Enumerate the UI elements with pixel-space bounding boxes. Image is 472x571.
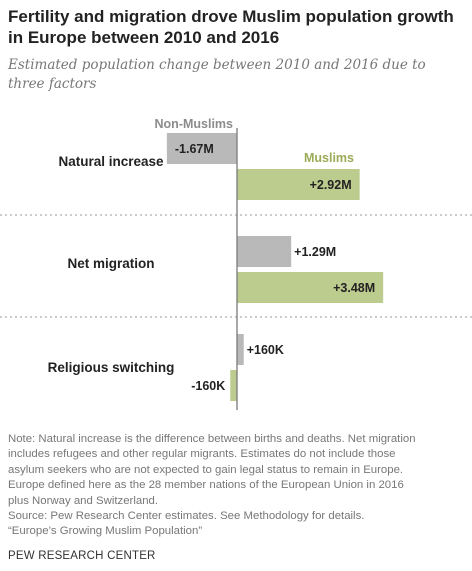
bar-chart: Natural increase Net migration Religious s… [0,117,472,410]
note-line: Note: Natural increase is the difference… [8,433,416,445]
bar-muslims [237,272,384,303]
chart-notes: Note: Natural increase is the difference… [8,432,468,540]
category-label: Net migration [67,256,154,271]
bar-non-muslims [237,236,292,267]
category-label: Natural increase [58,154,164,169]
note-line: asylum seekers who are not expected to g… [8,463,404,476]
note-line: plus Norway and Switzerland. [8,494,159,507]
bar-muslims [230,370,237,401]
data-label: +3.48M [333,281,375,295]
data-label: +1.29M [294,245,336,259]
data-label: +160K [247,343,284,357]
bar-muslims [237,169,360,200]
legend-muslims: Muslims [304,151,354,165]
data-label: -1.67M [175,142,214,156]
note-line: Europe defined here as the 28 member nat… [8,479,404,492]
bar-non-muslims [166,133,237,164]
category-label: Religious switching [48,360,175,375]
note-line: includes refugees and other regular migr… [8,448,396,461]
source-line: Source: Pew Research Center estimates. S… [8,510,365,523]
credit: PEW RESEARCH CENTER [8,550,156,562]
data-label: -160K [191,379,225,393]
chart-title: Fertility and migration drove Muslim pop… [8,7,454,47]
legend-non-muslims: Non-Muslims [155,117,234,131]
data-label: +2.92M [310,178,352,192]
source-line: “Europe’s Growing Muslim Population” [8,525,203,538]
bar-non-muslims [237,334,244,365]
chart-subtitle: Estimated population change between 2010… [8,57,426,92]
